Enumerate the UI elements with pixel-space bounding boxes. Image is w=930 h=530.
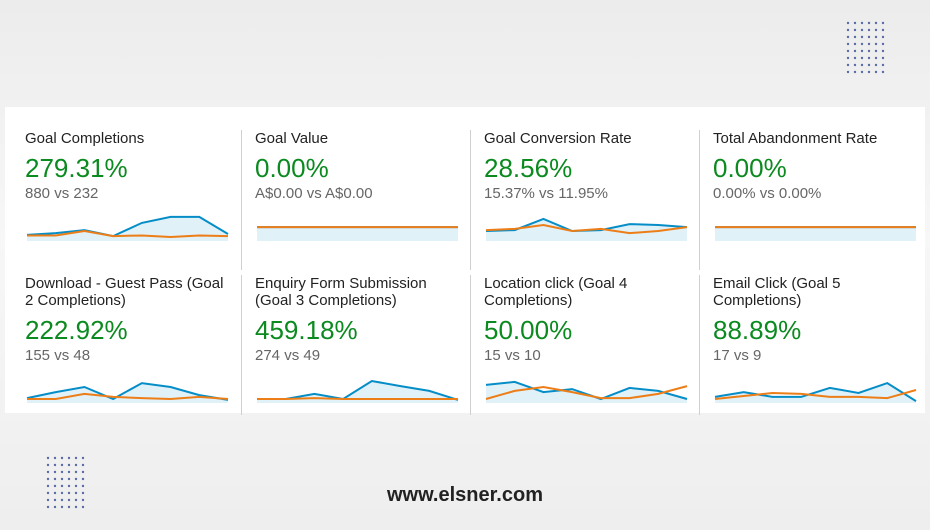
sparkline (715, 226, 916, 241)
dot-grid (845, 20, 885, 75)
sparkline-line (26, 215, 229, 238)
metric-change: 279.31% (25, 153, 128, 183)
sparkline-line (485, 380, 688, 401)
sparkline-line (27, 229, 229, 239)
metric-title: Email Click (Goal 5 Completions) (713, 275, 841, 309)
metric-card: Goal Conversion Rate 28.56% 15.37% vs 11.9… (470, 130, 699, 270)
sparkline-area (27, 216, 228, 241)
sparkline-line (26, 382, 229, 401)
metric-change: 222.92% (25, 315, 128, 345)
metric-title: Goal Completions (25, 130, 145, 147)
metric-comparison: 17 vs 9 (713, 347, 762, 364)
sparkline (257, 226, 458, 241)
metric-card: Enquiry Form Submission (Goal 3 Completi… (241, 275, 470, 415)
sparkline-area (715, 227, 916, 241)
metric-card: Total Abandonment Rate 0.00% 0.00% vs 0.00… (699, 130, 928, 270)
metric-title: Download - Guest Pass (Goal 2 Completion… (25, 275, 224, 309)
sparkline-line (485, 385, 688, 400)
metric-change: 0.00% (713, 153, 787, 183)
metric-title: Location click (Goal 4 Completions) (484, 275, 628, 309)
metric-change: 28.56% (484, 153, 573, 183)
metric-card: Email Click (Goal 5 Completions) 88.89% 17… (699, 275, 928, 415)
metric-title: Enquiry Form Submission (Goal 3 Completi… (255, 275, 427, 309)
metric-card: Download - Guest Pass (Goal 2 Completion… (12, 275, 241, 415)
sparkline (485, 380, 688, 403)
dot-grid (45, 455, 85, 510)
sparkline-line (257, 397, 458, 400)
sparkline-line (714, 381, 917, 402)
metric-card: Goal Completions 279.31% 880 vs 232 (12, 130, 241, 270)
metric-comparison: A$0.00 vs A$0.00 (255, 185, 373, 202)
metric-title: Goal Value (255, 130, 329, 147)
sparkline (26, 382, 229, 403)
metric-title: Goal Conversion Rate (484, 130, 632, 147)
sparkline (714, 381, 917, 403)
sparkline-line (27, 392, 229, 401)
sparkline (26, 215, 229, 241)
metric-title: Total Abandonment Rate (713, 130, 878, 147)
sparkline-area (486, 381, 687, 403)
sparkline-area (27, 383, 228, 403)
sparkline-area (257, 227, 458, 241)
metric-change: 459.18% (255, 315, 358, 345)
metric-change: 50.00% (484, 315, 573, 345)
sparkline-line (485, 223, 688, 235)
sparkline (257, 379, 459, 403)
metrics-panel: Goal Completions 279.31% 880 vs 232 Goal Va… (5, 107, 928, 415)
metric-comparison: 274 vs 49 (255, 347, 321, 364)
metric-comparison: 15 vs 10 (484, 347, 541, 364)
metric-card: Goal Value 0.00% A$0.00 vs A$0.00 (241, 130, 470, 270)
sparkline (485, 217, 688, 241)
metric-change: 88.89% (713, 315, 802, 345)
metric-comparison: 0.00% vs 0.00% (713, 185, 822, 202)
metric-comparison: 155 vs 48 (25, 347, 91, 364)
footer-url: www.elsner.com (387, 484, 543, 506)
sparkline-line (714, 389, 917, 400)
metric-change: 0.00% (255, 153, 329, 183)
metric-comparison: 15.37% vs 11.95% (484, 185, 608, 202)
metric-card: Location click (Goal 4 Completions) 50.00… (470, 275, 699, 415)
metric-comparison: 880 vs 232 (25, 185, 99, 202)
